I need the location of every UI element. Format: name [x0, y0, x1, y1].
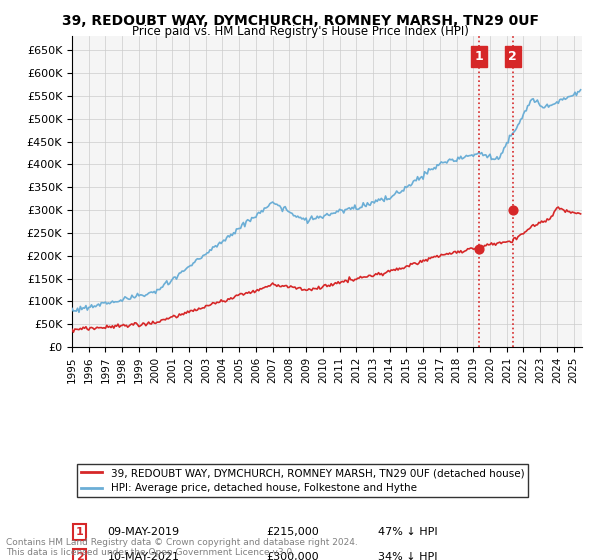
Text: Price paid vs. HM Land Registry's House Price Index (HPI): Price paid vs. HM Land Registry's House … [131, 25, 469, 38]
Text: 34% ↓ HPI: 34% ↓ HPI [378, 552, 437, 560]
Text: 2: 2 [508, 50, 517, 63]
Text: 09-MAY-2019: 09-MAY-2019 [108, 527, 180, 537]
Text: 39, REDOUBT WAY, DYMCHURCH, ROMNEY MARSH, TN29 0UF: 39, REDOUBT WAY, DYMCHURCH, ROMNEY MARSH… [62, 14, 539, 28]
Text: 2: 2 [76, 552, 83, 560]
Text: Contains HM Land Registry data © Crown copyright and database right 2024.
This d: Contains HM Land Registry data © Crown c… [6, 538, 358, 557]
Text: £215,000: £215,000 [266, 527, 319, 537]
Text: 1: 1 [76, 527, 83, 537]
Point [508, 206, 518, 214]
Text: 47% ↓ HPI: 47% ↓ HPI [378, 527, 437, 537]
Point [475, 245, 484, 254]
Text: 10-MAY-2021: 10-MAY-2021 [108, 552, 180, 560]
Text: 1: 1 [475, 50, 484, 63]
Text: £300,000: £300,000 [266, 552, 319, 560]
Legend: 39, REDOUBT WAY, DYMCHURCH, ROMNEY MARSH, TN29 0UF (detached house), HPI: Averag: 39, REDOUBT WAY, DYMCHURCH, ROMNEY MARSH… [77, 464, 529, 497]
